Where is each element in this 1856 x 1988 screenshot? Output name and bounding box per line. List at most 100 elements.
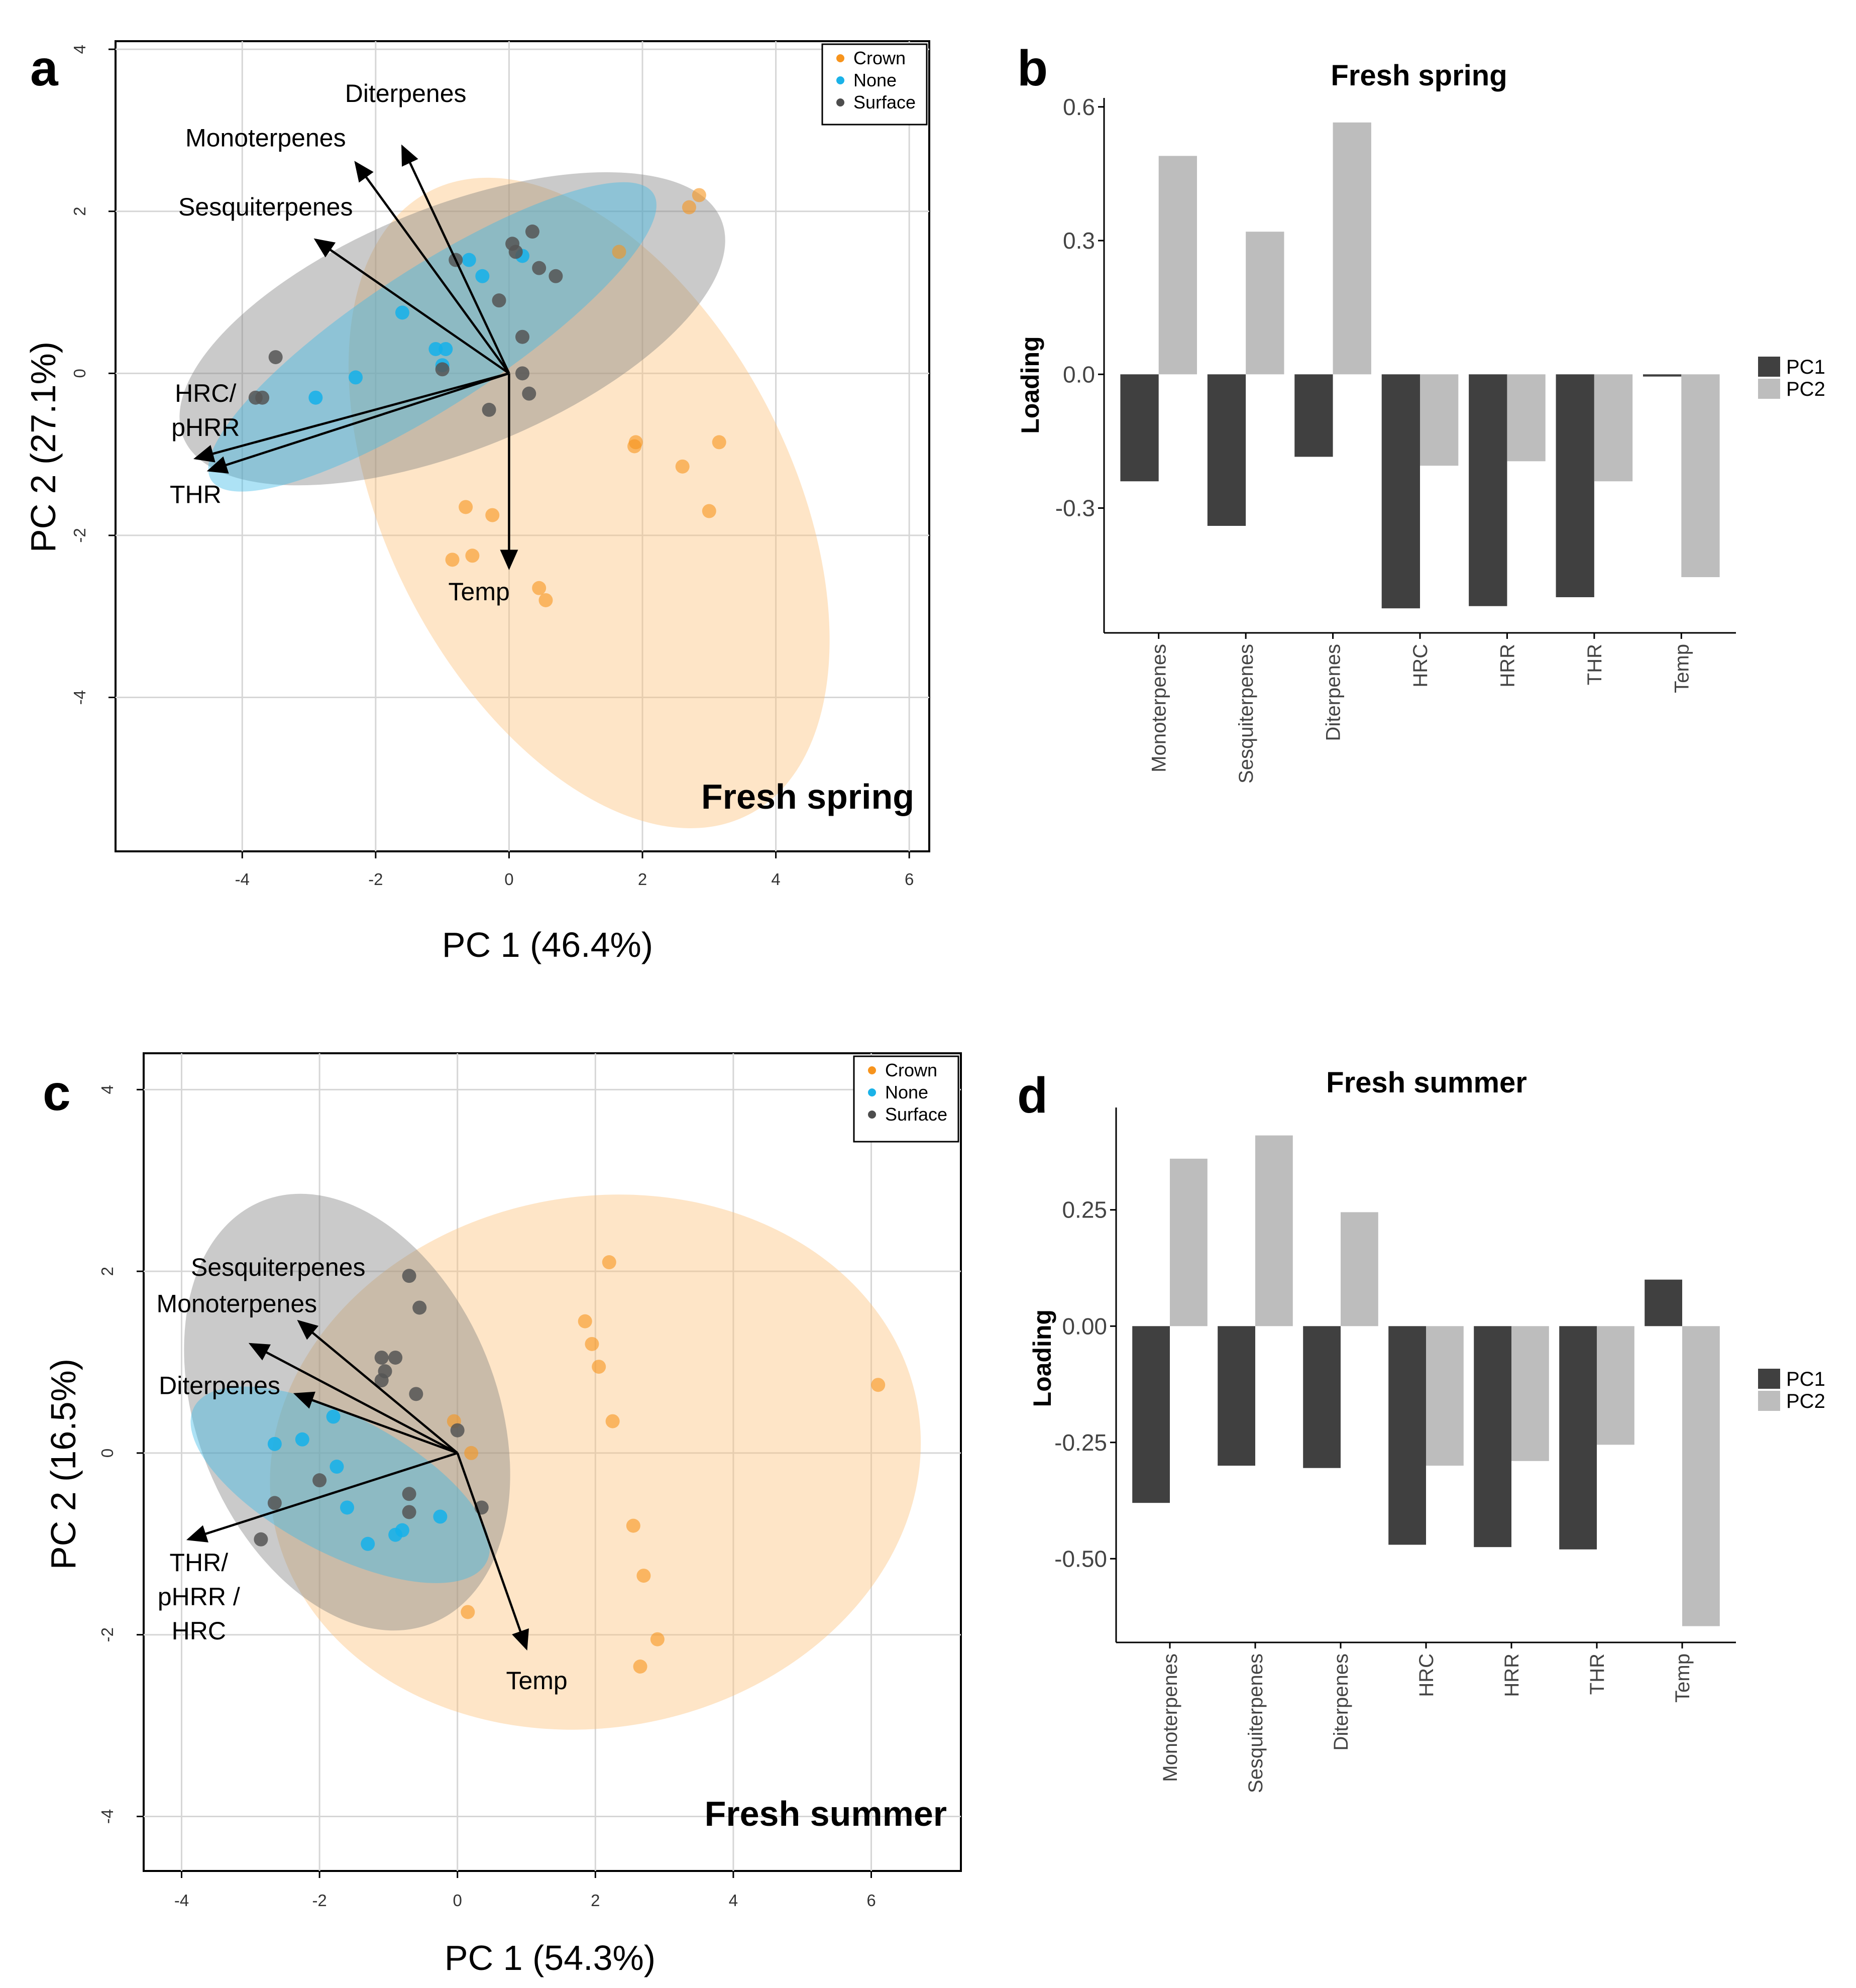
loading-vector bbox=[248, 1343, 458, 1454]
point-none bbox=[395, 305, 409, 320]
plot-area bbox=[116, 41, 929, 851]
point-none bbox=[308, 390, 323, 405]
point-crown bbox=[485, 508, 500, 522]
point-crown bbox=[585, 1337, 599, 1351]
point-surface bbox=[312, 1473, 327, 1488]
point-crown bbox=[636, 1569, 651, 1583]
y-tick-label: -4 bbox=[98, 1809, 117, 1824]
point-surface bbox=[374, 1350, 389, 1365]
bar-pc2-hrc bbox=[1426, 1326, 1464, 1466]
bar-pc1-thr bbox=[1556, 374, 1594, 597]
point-crown bbox=[612, 245, 626, 259]
loading-vector bbox=[354, 161, 510, 374]
y-tick-label: 2 bbox=[70, 207, 89, 216]
vector-label: THR bbox=[170, 480, 222, 508]
category-label: HRR bbox=[1496, 644, 1518, 688]
point-none bbox=[439, 342, 453, 356]
category-label: Diterpenes bbox=[1323, 644, 1345, 741]
x-tick-label: 2 bbox=[638, 870, 647, 889]
point-surface bbox=[508, 245, 523, 259]
point-surface bbox=[492, 293, 506, 308]
legend-label: Crown bbox=[885, 1060, 937, 1080]
category-label: THR bbox=[1584, 644, 1606, 685]
legend-label: Surface bbox=[885, 1104, 947, 1125]
loading-vector bbox=[456, 1453, 529, 1651]
bar-pc2-temp bbox=[1682, 1326, 1720, 1626]
point-none bbox=[361, 1536, 375, 1551]
bar-pc2-thr bbox=[1594, 374, 1633, 482]
category-label: THR bbox=[1586, 1653, 1608, 1695]
point-surface bbox=[255, 390, 270, 405]
scatter-panel-c: Sesquiterpenes Monoterpenes Diterpenes THR/… bbox=[43, 1052, 962, 1977]
point-crown bbox=[692, 188, 706, 202]
point-none bbox=[295, 1432, 309, 1447]
point-none bbox=[267, 1437, 282, 1451]
loading-vector bbox=[297, 1319, 459, 1454]
loading-vector bbox=[293, 1391, 458, 1455]
bar-pc2-thr bbox=[1597, 1326, 1634, 1445]
y-tick-label: -2 bbox=[98, 1627, 117, 1642]
point-crown bbox=[633, 1660, 647, 1674]
vector-label: Sesquiterpenes bbox=[178, 193, 353, 221]
vector-label: pHRR / bbox=[158, 1583, 240, 1611]
y-tick-label: 0.3 bbox=[1063, 228, 1095, 254]
y-tick-label: 0.6 bbox=[1063, 94, 1095, 120]
category-label: Monoterpenes bbox=[1159, 1653, 1181, 1782]
loading-vector bbox=[186, 1452, 458, 1542]
legend-label: None bbox=[885, 1082, 928, 1102]
bar-pc1-hrr bbox=[1469, 374, 1507, 606]
y-tick-label: 0.25 bbox=[1062, 1197, 1107, 1223]
plot-area bbox=[144, 1053, 961, 1871]
vector-label: Temp bbox=[506, 1667, 567, 1695]
category-label: HRR bbox=[1501, 1653, 1523, 1697]
vector-label: Monoterpenes bbox=[185, 124, 346, 152]
point-surface bbox=[374, 1373, 389, 1388]
loading-vector bbox=[401, 144, 510, 374]
confidence-ellipse-surface bbox=[179, 172, 725, 486]
confidence-ellipse-crown bbox=[270, 1194, 921, 1730]
y-tick-label: 4 bbox=[98, 1085, 117, 1094]
bar-pc2-monoterpenes bbox=[1170, 1158, 1208, 1327]
point-none bbox=[475, 269, 490, 283]
legend-label: None bbox=[853, 70, 897, 90]
point-surface bbox=[254, 1532, 268, 1547]
plot-frame bbox=[143, 1052, 962, 1872]
legend-marker-surface bbox=[836, 98, 844, 106]
bar-pc1-diterpenes bbox=[1294, 374, 1333, 457]
y-axis-title: Loading bbox=[1016, 336, 1044, 433]
y-tick-label: 0.00 bbox=[1062, 1313, 1107, 1339]
point-none bbox=[388, 1527, 403, 1542]
point-surface bbox=[412, 1300, 427, 1315]
point-surface bbox=[522, 386, 536, 401]
legend-swatch-pc1 bbox=[1758, 357, 1780, 377]
y-tick-label: -0.25 bbox=[1054, 1429, 1107, 1456]
vector-label: Temp bbox=[449, 578, 510, 606]
scatter-panel-a: Diterpenes Monoterpenes Sesquiterpenes HRC/… bbox=[24, 40, 930, 964]
bar-pc1-diterpenes bbox=[1303, 1326, 1341, 1468]
point-crown bbox=[682, 200, 696, 214]
vector-label: pHRR bbox=[171, 413, 240, 441]
confidence-ellipse-none bbox=[190, 1386, 490, 1583]
y-tick-label: 4 bbox=[70, 45, 89, 54]
legend-marker-crown bbox=[836, 54, 844, 62]
vector-label: Sesquiterpenes bbox=[191, 1253, 365, 1281]
point-crown bbox=[602, 1255, 616, 1270]
legend-label: PC1 bbox=[1786, 1368, 1825, 1390]
panel-letter: d bbox=[1017, 1067, 1048, 1124]
vector-label: HRC bbox=[172, 1617, 226, 1645]
bar-pc2-hrr bbox=[1511, 1326, 1549, 1461]
point-none bbox=[462, 253, 476, 267]
bar-pc2-monoterpenes bbox=[1158, 156, 1197, 375]
point-crown bbox=[650, 1632, 665, 1646]
bar-pc1-monoterpenes bbox=[1120, 374, 1159, 482]
point-crown bbox=[592, 1360, 606, 1374]
x-axis-title: PC 1 (54.3%) bbox=[445, 1938, 656, 1977]
point-crown bbox=[461, 1605, 475, 1619]
y-tick-label: -0.3 bbox=[1055, 495, 1095, 521]
vector-label: Monoterpenes bbox=[157, 1290, 317, 1318]
category-label: HRC bbox=[1409, 644, 1432, 688]
bar-pc1-hrc bbox=[1381, 374, 1420, 609]
legend-label: PC2 bbox=[1786, 1390, 1825, 1412]
y-tick-label: 0.0 bbox=[1063, 361, 1095, 387]
point-crown bbox=[675, 459, 690, 474]
